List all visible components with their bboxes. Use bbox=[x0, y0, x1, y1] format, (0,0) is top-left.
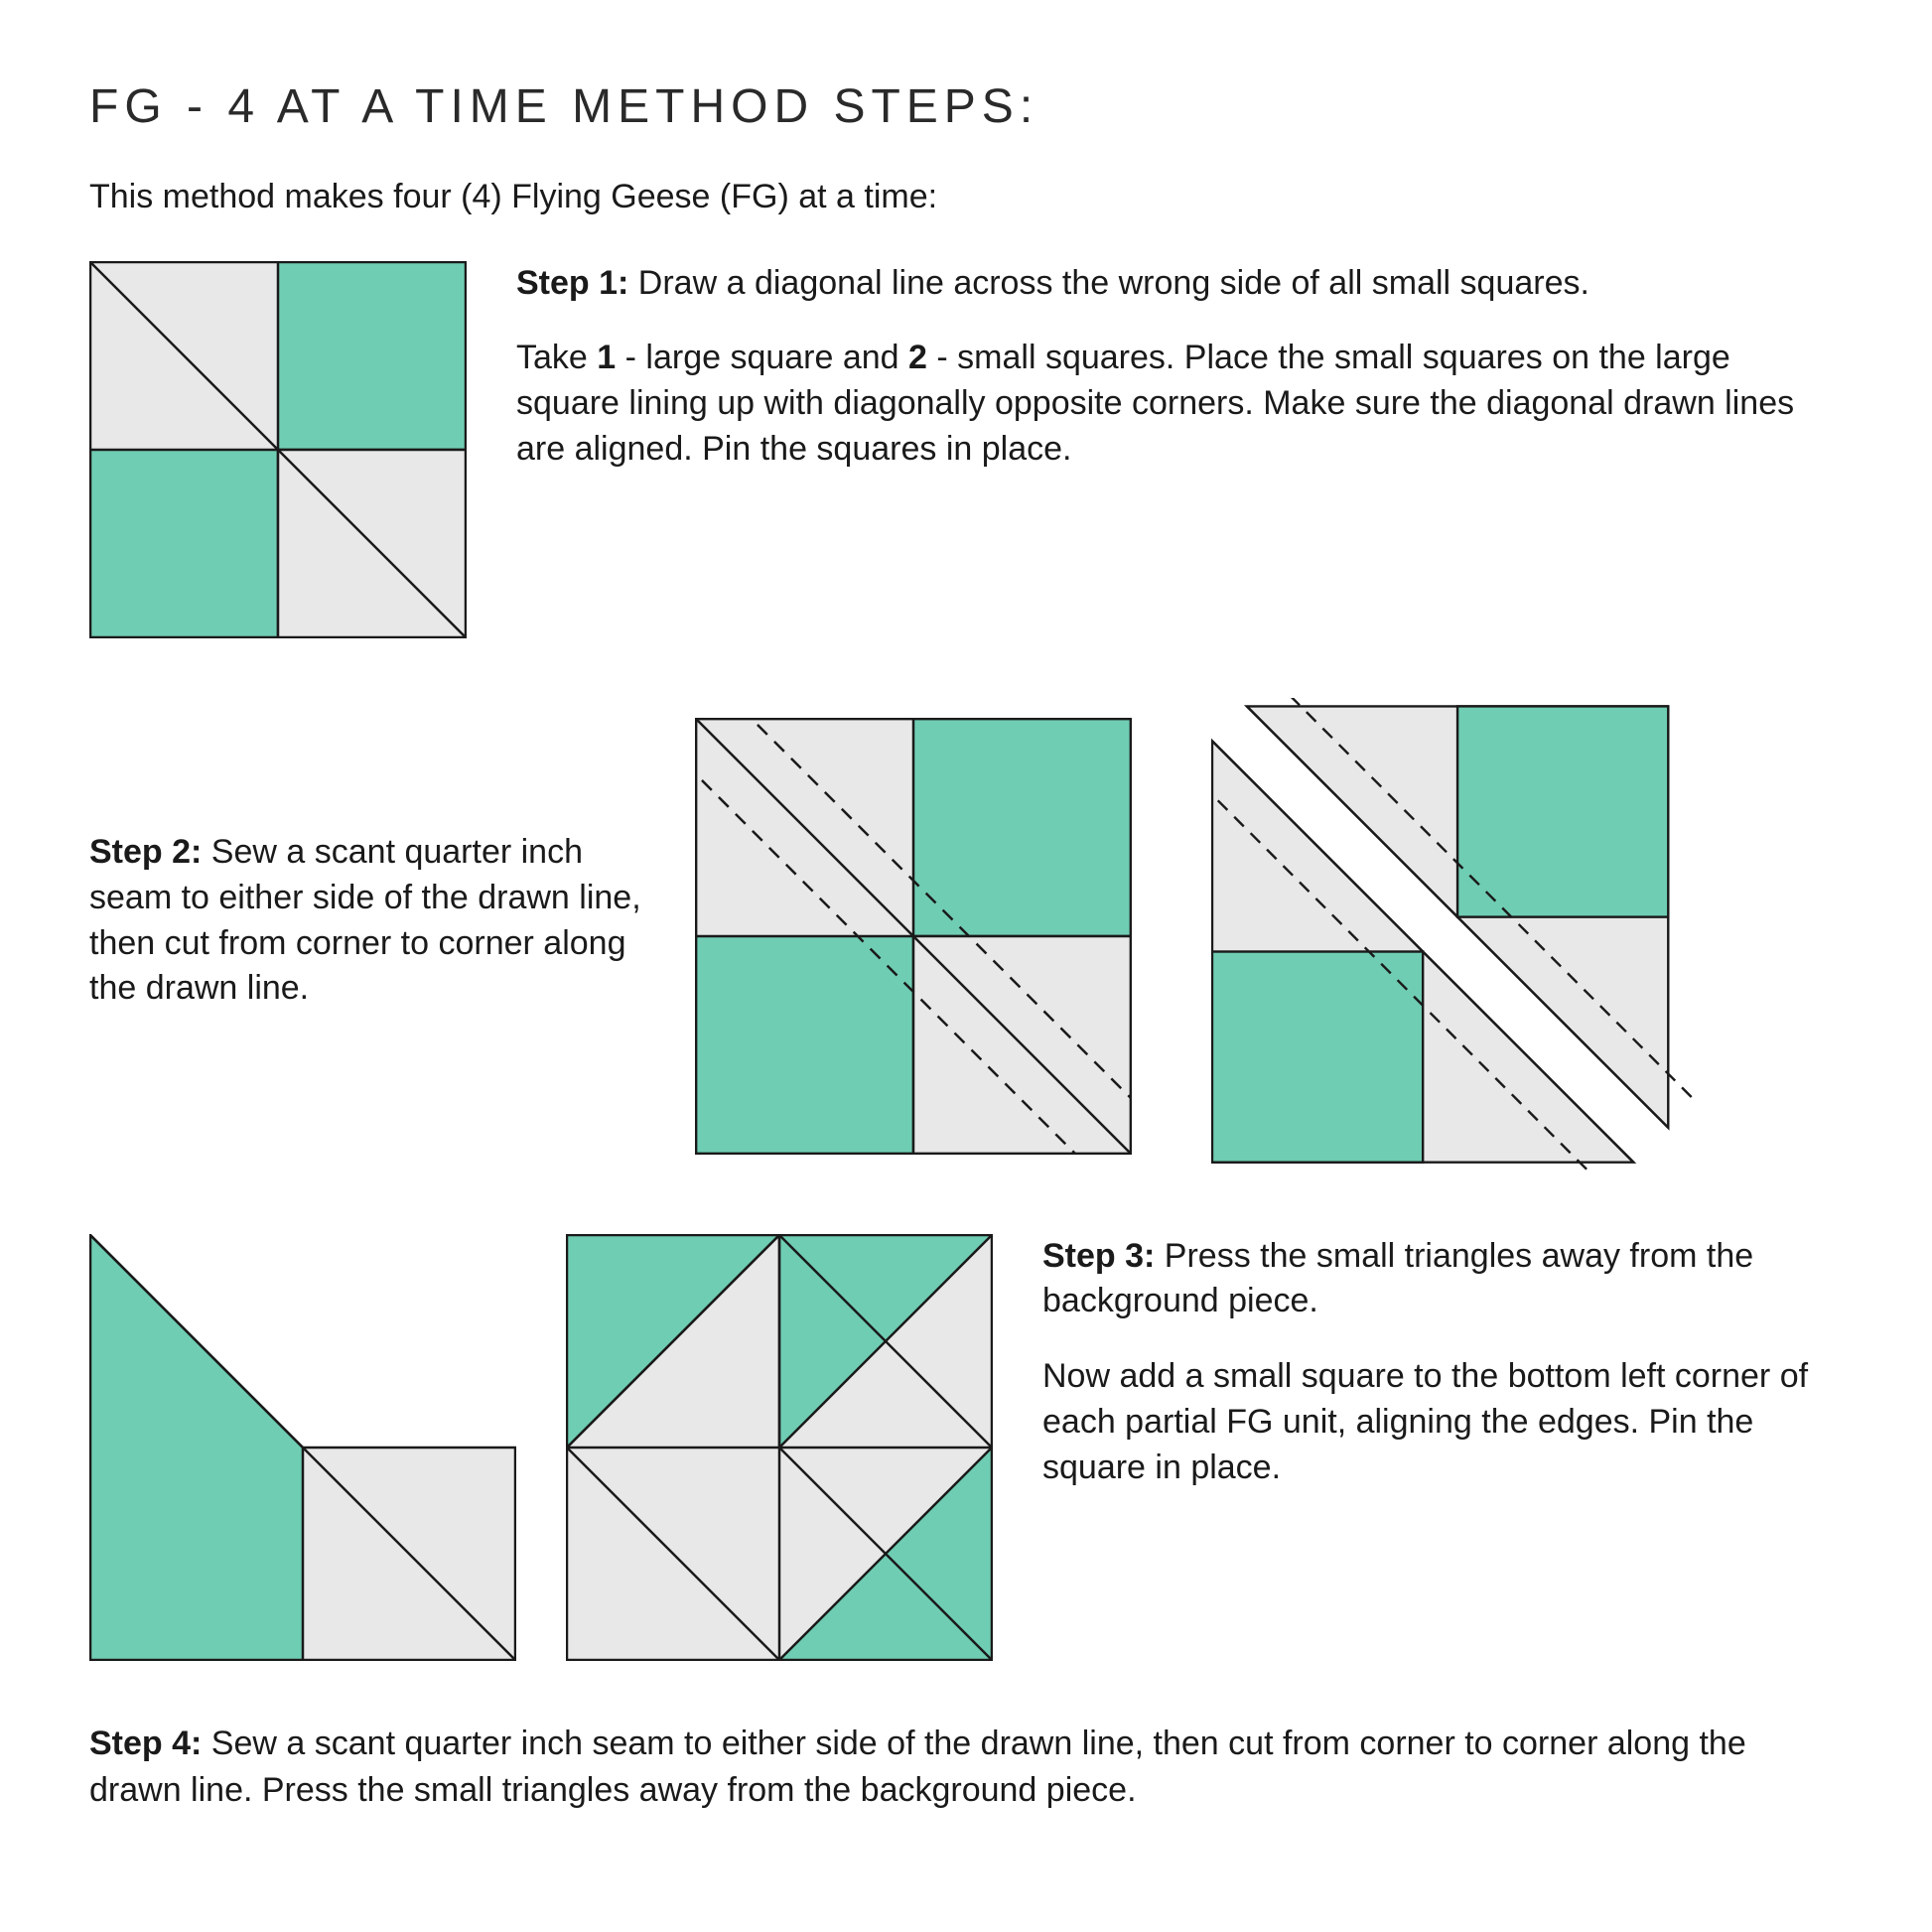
page-title: FG - 4 AT A TIME METHOD STEPS: bbox=[89, 79, 1843, 134]
step2-diagram-b bbox=[1211, 698, 1708, 1174]
step2-lead: Step 2: bbox=[89, 833, 202, 871]
step3-row: Step 3: Press the small triangles away f… bbox=[89, 1234, 1843, 1661]
step1-tail: Draw a diagonal line across the wrong si… bbox=[628, 264, 1589, 302]
step3-text: Step 3: Press the small triangles away f… bbox=[1042, 1234, 1843, 1521]
step3-diagram-a bbox=[89, 1234, 516, 1661]
intro-text: This method makes four (4) Flying Geese … bbox=[89, 174, 1843, 221]
step1-row: Step 1: Draw a diagonal line across the … bbox=[89, 261, 1843, 638]
step3-diagram-b bbox=[566, 1234, 993, 1661]
step1-diagram bbox=[89, 261, 467, 638]
step4-tail: Sew a scant quarter inch seam to either … bbox=[89, 1725, 1746, 1810]
step1-p2: Take 1 - large square and 2 - small squa… bbox=[516, 336, 1843, 473]
step3-p2: Now add a small square to the bottom lef… bbox=[1042, 1354, 1843, 1491]
step4-lead: Step 4: bbox=[89, 1725, 202, 1762]
step2-diagram-a bbox=[695, 718, 1132, 1155]
step4-text: Step 4: Sew a scant quarter inch seam to… bbox=[89, 1721, 1843, 1815]
step2-text: Step 2: Sew a scant quarter inch seam to… bbox=[89, 830, 645, 1042]
step1-lead: Step 1: bbox=[516, 264, 628, 302]
step3-lead: Step 3: bbox=[1042, 1237, 1155, 1275]
step1-text: Step 1: Draw a diagonal line across the … bbox=[516, 261, 1843, 503]
step2-row: Step 2: Sew a scant quarter inch seam to… bbox=[89, 698, 1843, 1174]
